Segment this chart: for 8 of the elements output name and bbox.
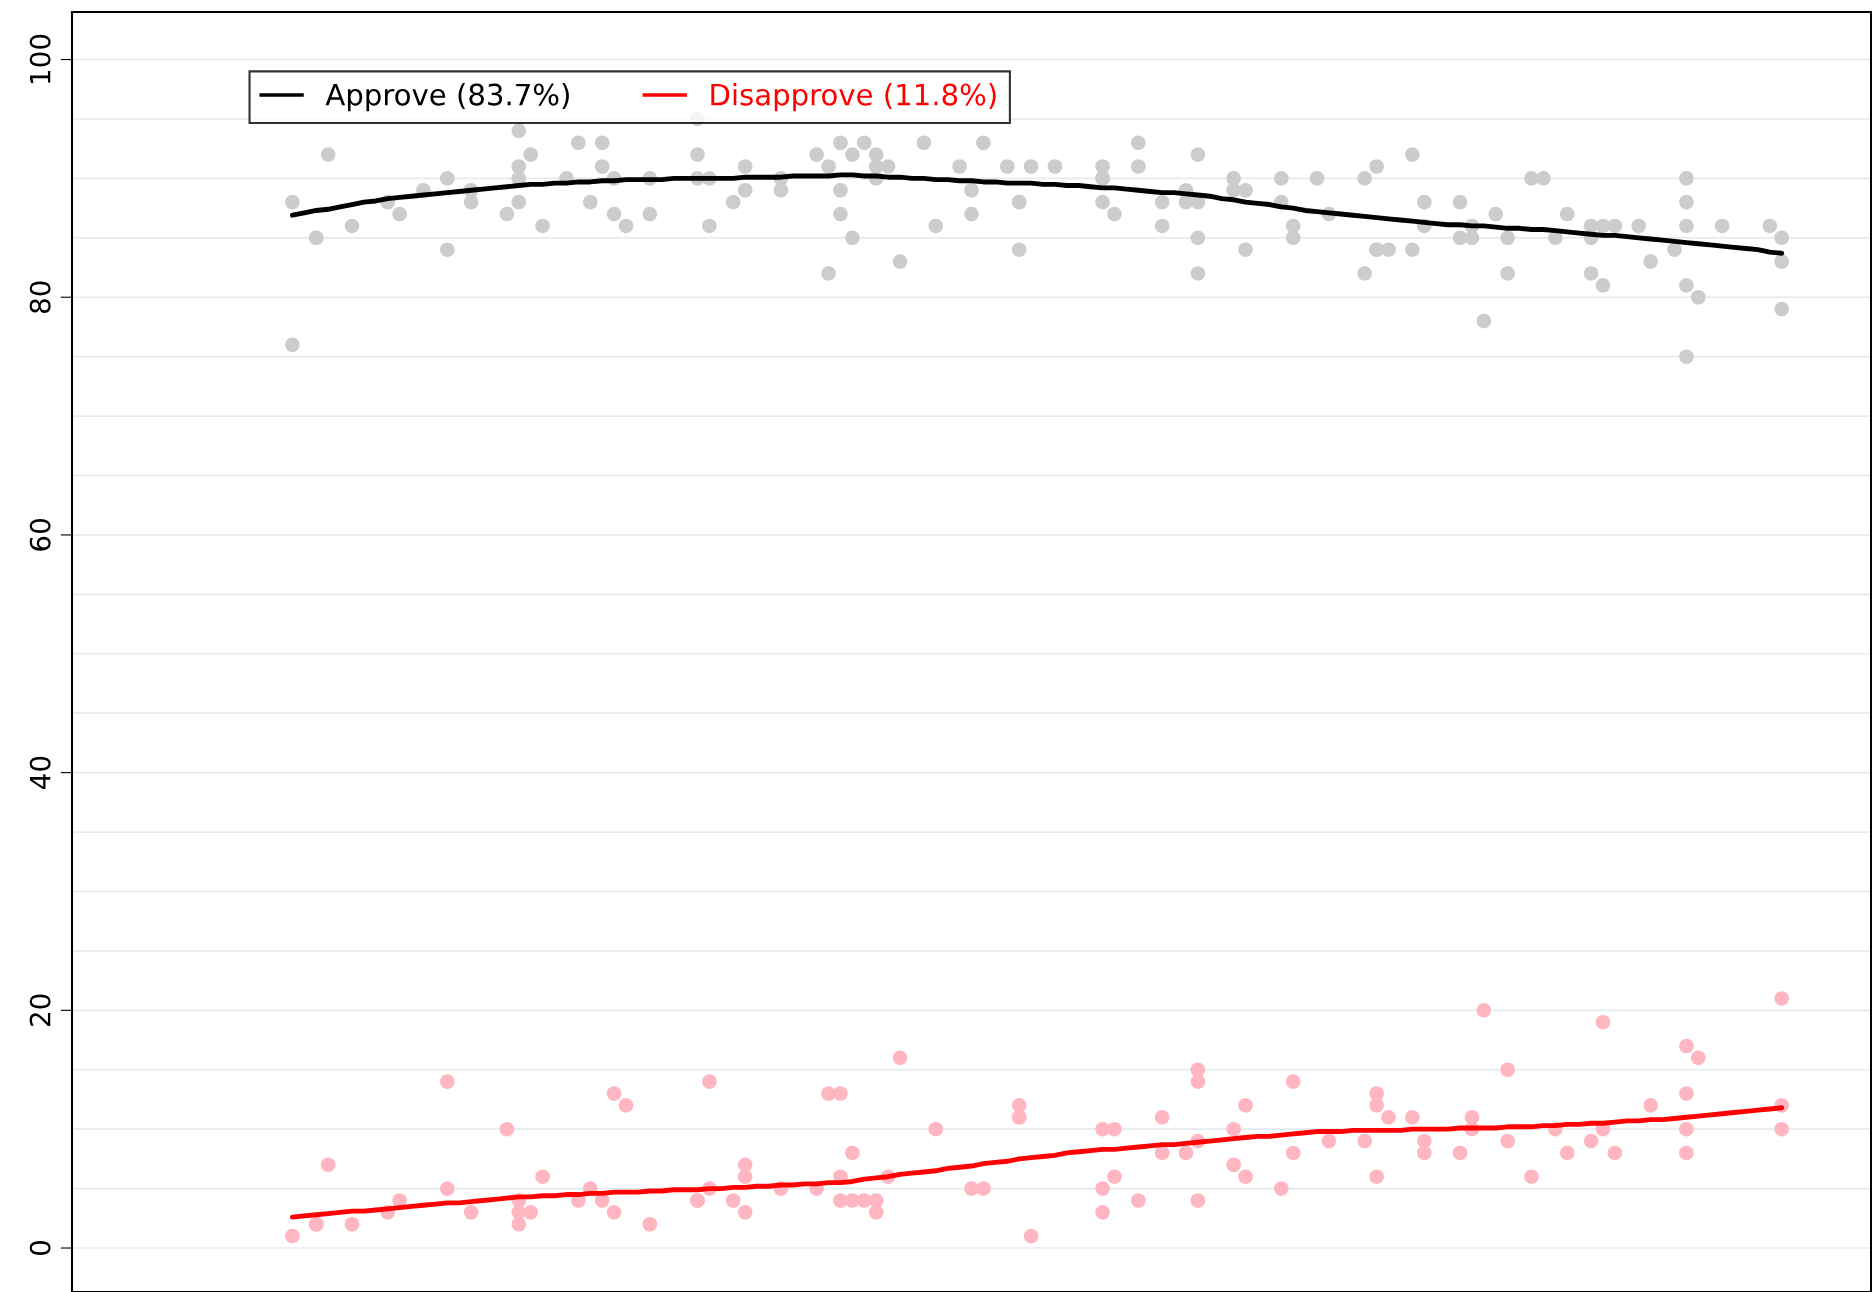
legend-label: Disapprove (11.8%) xyxy=(711,83,996,112)
y-tick-label: 0 xyxy=(29,1241,51,1256)
y-tick-label: 80 xyxy=(29,281,51,314)
y-tick-label: 20 xyxy=(29,994,51,1026)
y-tick-label: 100 xyxy=(29,34,51,83)
legend-label: Approve (83.7%) xyxy=(325,83,569,112)
y-tick-label: 60 xyxy=(29,519,51,551)
y-tick-label: 40 xyxy=(29,756,51,789)
